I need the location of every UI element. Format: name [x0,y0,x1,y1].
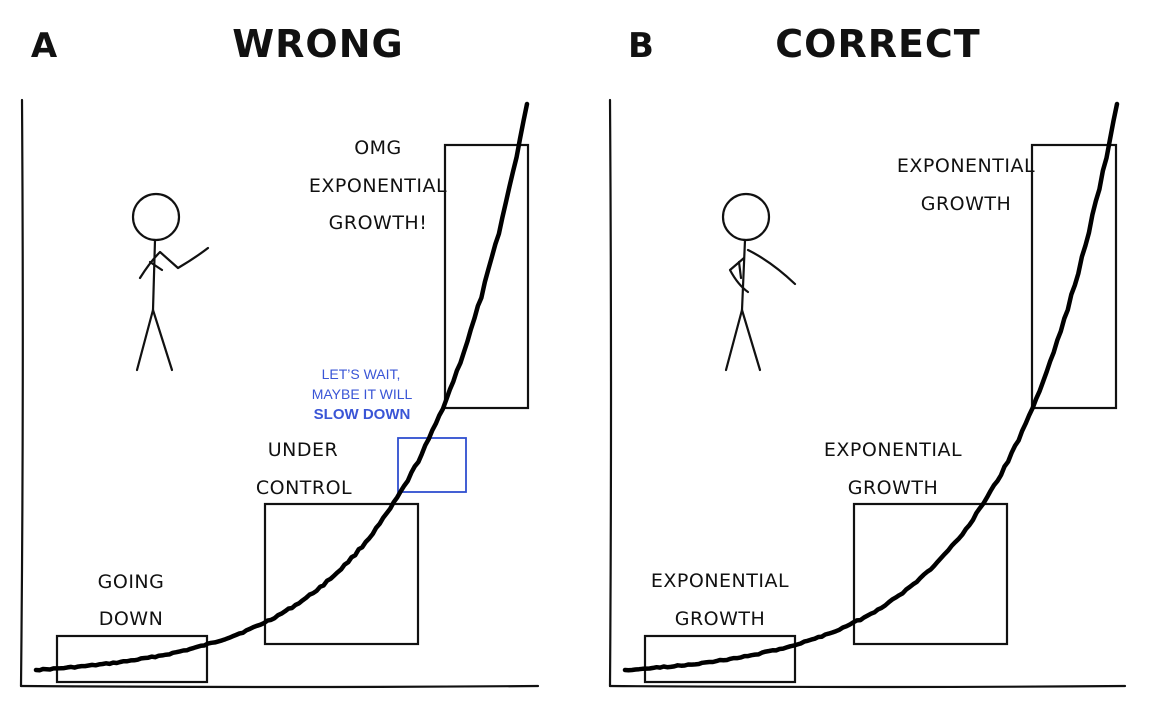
panel-a-box-under-control [263,502,420,646]
label-b-low-line2: GROWTH [675,608,766,630]
panel-b-x-axis [608,684,1127,689]
label-b-mid: EXPONENTIAL GROWTH [824,439,962,499]
note-line2: MAYBE IT WILL [312,386,413,402]
label-b-low: EXPONENTIAL GROWTH [651,570,789,630]
panel-a-box-wait [397,437,467,493]
stick-figure-icon [721,192,797,372]
label-going-down-line2: DOWN [99,608,164,630]
label-under-control-line1: UNDER [268,439,338,461]
note-lets-wait: LET’S WAIT, MAYBE IT WILL SLOW DOWN [312,366,413,423]
note-line1: LET’S WAIT, [322,366,401,382]
panel-a: A WRONG GOING DOWN UNDER CONTROL [19,22,540,689]
panel-b-title: CORRECT [775,22,980,66]
stick-figure-icon [131,192,210,372]
label-omg-line2: EXPONENTIAL [309,175,447,197]
panel-b-box-mid [852,502,1009,646]
panel-a-exponential-curve [33,101,530,673]
label-b-high-line2: GROWTH [921,193,1012,215]
label-b-mid-line2: GROWTH [848,477,939,499]
label-under-control-line2: CONTROL [256,477,352,499]
panel-a-y-axis [19,98,24,688]
panel-a-letter: A [31,26,58,66]
panel-b-box-low [643,634,797,684]
panel-b: B CORRECT EXPONENTIAL GROWTH EXPONENTIAL [608,22,1127,689]
label-b-high: EXPONENTIAL GROWTH [897,155,1035,215]
label-b-high-line1: EXPONENTIAL [897,155,1035,177]
note-line3: SLOW DOWN [314,406,411,423]
panel-a-title: WRONG [232,22,403,66]
label-going-down-line1: GOING [98,571,165,593]
label-b-low-line1: EXPONENTIAL [651,570,789,592]
panel-a-box-omg [443,143,530,410]
panel-b-exponential-curve [622,101,1120,673]
label-omg: OMG EXPONENTIAL GROWTH! [309,137,447,234]
label-omg-line3: GROWTH! [329,212,428,234]
label-omg-line1: OMG [354,137,402,159]
label-under-control: UNDER CONTROL [256,439,352,499]
panel-b-box-high [1030,143,1118,410]
panel-a-box-going-down [55,634,209,684]
panel-b-letter: B [628,26,654,66]
label-going-down: GOING DOWN [98,571,165,630]
label-b-mid-line1: EXPONENTIAL [824,439,962,461]
panel-b-y-axis [608,98,613,688]
panel-a-x-axis [19,684,540,689]
